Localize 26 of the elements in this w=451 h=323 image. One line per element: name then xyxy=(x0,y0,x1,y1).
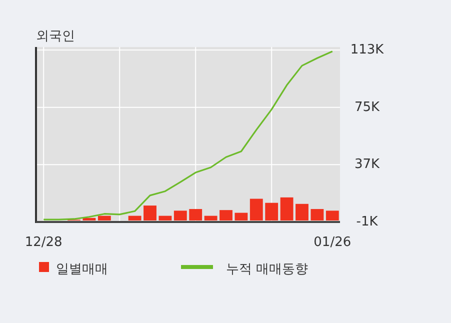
bar xyxy=(265,202,278,220)
bar xyxy=(128,216,142,220)
bar xyxy=(220,210,232,220)
bar xyxy=(204,216,218,220)
y-tick-label: 37K xyxy=(354,157,380,172)
bar xyxy=(296,204,308,220)
y-tick-label: 113K xyxy=(350,42,384,58)
bar xyxy=(250,198,263,220)
bar xyxy=(98,216,111,220)
bar xyxy=(326,210,339,220)
legend-label: 일별매매 xyxy=(56,262,108,277)
bar xyxy=(158,216,172,220)
bar xyxy=(280,197,294,220)
legend-label: 누적 매매동향 xyxy=(226,262,308,277)
y-tick-label: -1K xyxy=(356,214,378,230)
bar xyxy=(144,206,156,220)
bar xyxy=(189,209,202,220)
y-tick-label: 75K xyxy=(354,100,380,115)
x-tick-label: 01/26 xyxy=(314,235,352,250)
chart-title: 외국인 xyxy=(36,29,75,44)
bar xyxy=(174,210,187,220)
bar xyxy=(234,212,248,220)
x-tick-label: 12/28 xyxy=(24,235,62,250)
bar xyxy=(82,218,96,220)
bar xyxy=(310,209,324,220)
line-series xyxy=(42,50,334,220)
